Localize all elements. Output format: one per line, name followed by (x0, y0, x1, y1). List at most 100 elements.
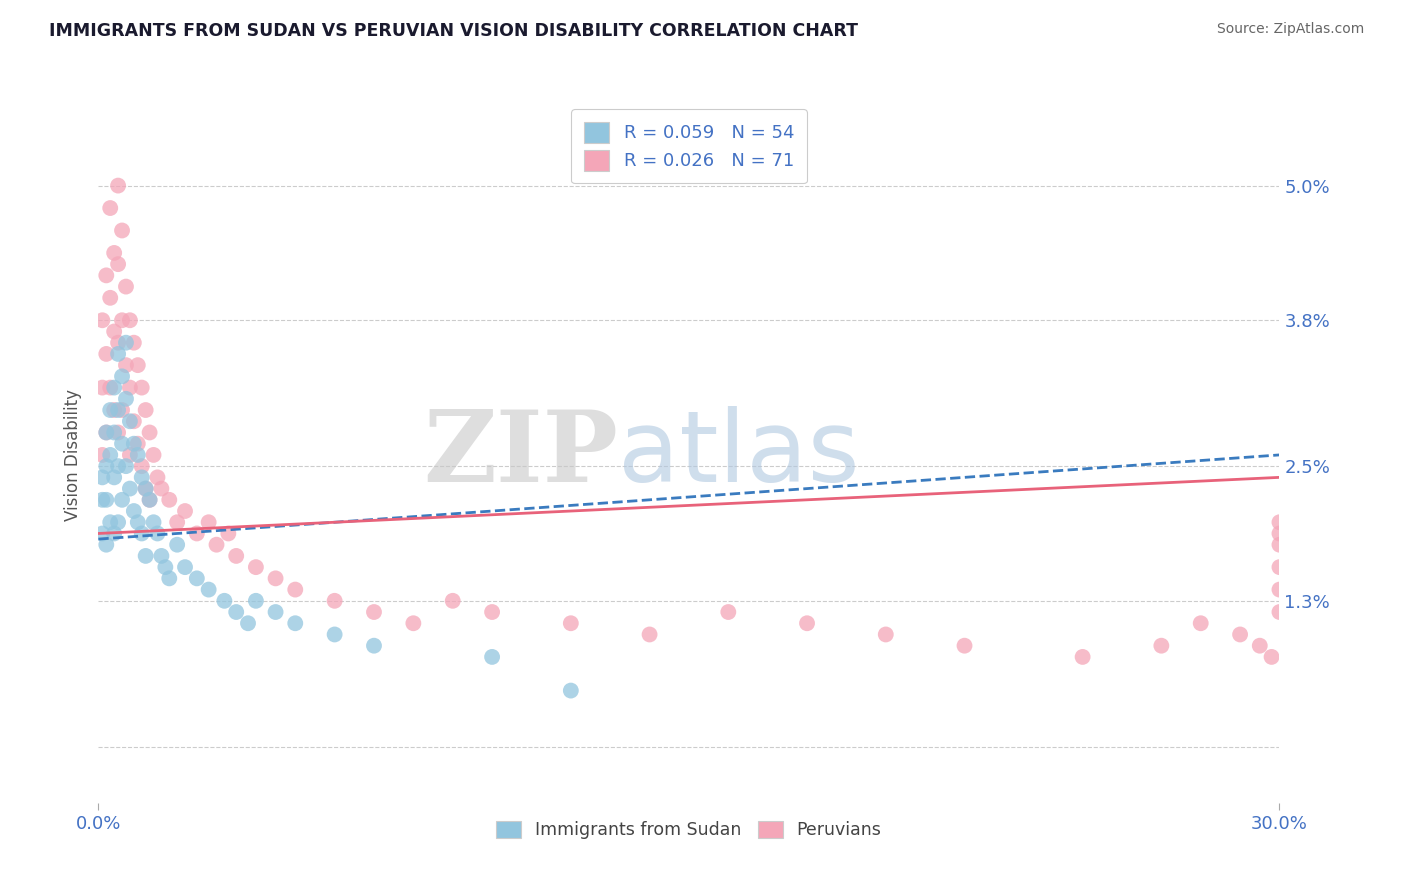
Point (441, 594, 464, 608)
Point (1229, 627, 1251, 641)
Point (118, 448, 141, 462)
Point (111, 403, 134, 417)
Point (638, 627, 661, 641)
Point (91, 313, 114, 327)
Point (96, 538, 118, 552)
Point (225, 549, 247, 563)
Text: ZIP: ZIP (423, 407, 619, 503)
Point (122, 504, 145, 518)
Legend: Immigrants from Sudan, Peruvians: Immigrants from Sudan, Peruvians (489, 814, 889, 847)
Point (98, 381, 121, 395)
Point (135, 549, 157, 563)
Point (115, 358, 138, 372)
Point (96, 425, 118, 440)
Point (323, 594, 346, 608)
Point (1268, 605, 1291, 619)
Point (146, 470, 169, 484)
Point (107, 425, 129, 440)
Point (150, 482, 173, 496)
Point (96, 268, 118, 283)
Point (174, 504, 197, 518)
Point (1268, 538, 1291, 552)
Point (127, 358, 149, 372)
Point (131, 470, 153, 484)
Point (1260, 649, 1282, 664)
Point (245, 560, 267, 574)
Point (91, 492, 114, 507)
Point (103, 470, 125, 484)
Point (875, 627, 897, 641)
Text: atlas: atlas (619, 407, 859, 503)
Point (953, 639, 976, 653)
Point (481, 605, 503, 619)
Point (1189, 616, 1212, 631)
Point (214, 594, 236, 608)
Point (264, 571, 287, 585)
Point (122, 414, 145, 428)
Point (111, 313, 134, 327)
Point (107, 459, 129, 474)
Point (96, 347, 118, 361)
Point (98, 291, 121, 305)
Point (1268, 526, 1291, 541)
Point (131, 459, 153, 474)
Y-axis label: Vision Disability: Vision Disability (65, 389, 83, 521)
Point (98, 448, 121, 462)
Point (115, 392, 138, 406)
Point (717, 605, 740, 619)
Point (1268, 560, 1291, 574)
Point (402, 616, 425, 631)
Point (135, 403, 157, 417)
Point (1268, 515, 1291, 529)
Point (135, 482, 157, 496)
Point (107, 403, 129, 417)
Point (138, 492, 160, 507)
Point (131, 381, 153, 395)
Point (225, 605, 247, 619)
Point (166, 515, 188, 529)
Point (107, 178, 129, 193)
Point (107, 515, 129, 529)
Point (166, 538, 188, 552)
Point (103, 403, 125, 417)
Point (107, 257, 129, 271)
Point (103, 381, 125, 395)
Point (197, 515, 219, 529)
Point (1268, 582, 1291, 597)
Point (150, 549, 173, 563)
Point (91, 470, 114, 484)
Text: IMMIGRANTS FROM SUDAN VS PERUVIAN VISION DISABILITY CORRELATION CHART: IMMIGRANTS FROM SUDAN VS PERUVIAN VISION… (49, 22, 858, 40)
Point (186, 526, 208, 541)
Point (197, 582, 219, 597)
Point (127, 448, 149, 462)
Point (217, 526, 239, 541)
Point (91, 381, 114, 395)
Point (1071, 649, 1094, 664)
Point (103, 526, 125, 541)
Point (138, 492, 160, 507)
Point (186, 571, 208, 585)
Point (264, 605, 287, 619)
Point (115, 335, 138, 350)
Point (96, 459, 118, 474)
Point (323, 627, 346, 641)
Point (157, 492, 180, 507)
Point (796, 616, 818, 631)
Point (284, 616, 307, 631)
Point (107, 335, 129, 350)
Point (96, 425, 118, 440)
Point (118, 313, 141, 327)
Point (118, 414, 141, 428)
Point (245, 594, 267, 608)
Point (98, 201, 121, 215)
Point (1150, 639, 1173, 653)
Point (91, 448, 114, 462)
Point (98, 403, 121, 417)
Point (122, 335, 145, 350)
Point (127, 515, 149, 529)
Point (142, 448, 165, 462)
Point (363, 639, 385, 653)
Point (560, 616, 582, 631)
Point (174, 560, 197, 574)
Point (205, 538, 228, 552)
